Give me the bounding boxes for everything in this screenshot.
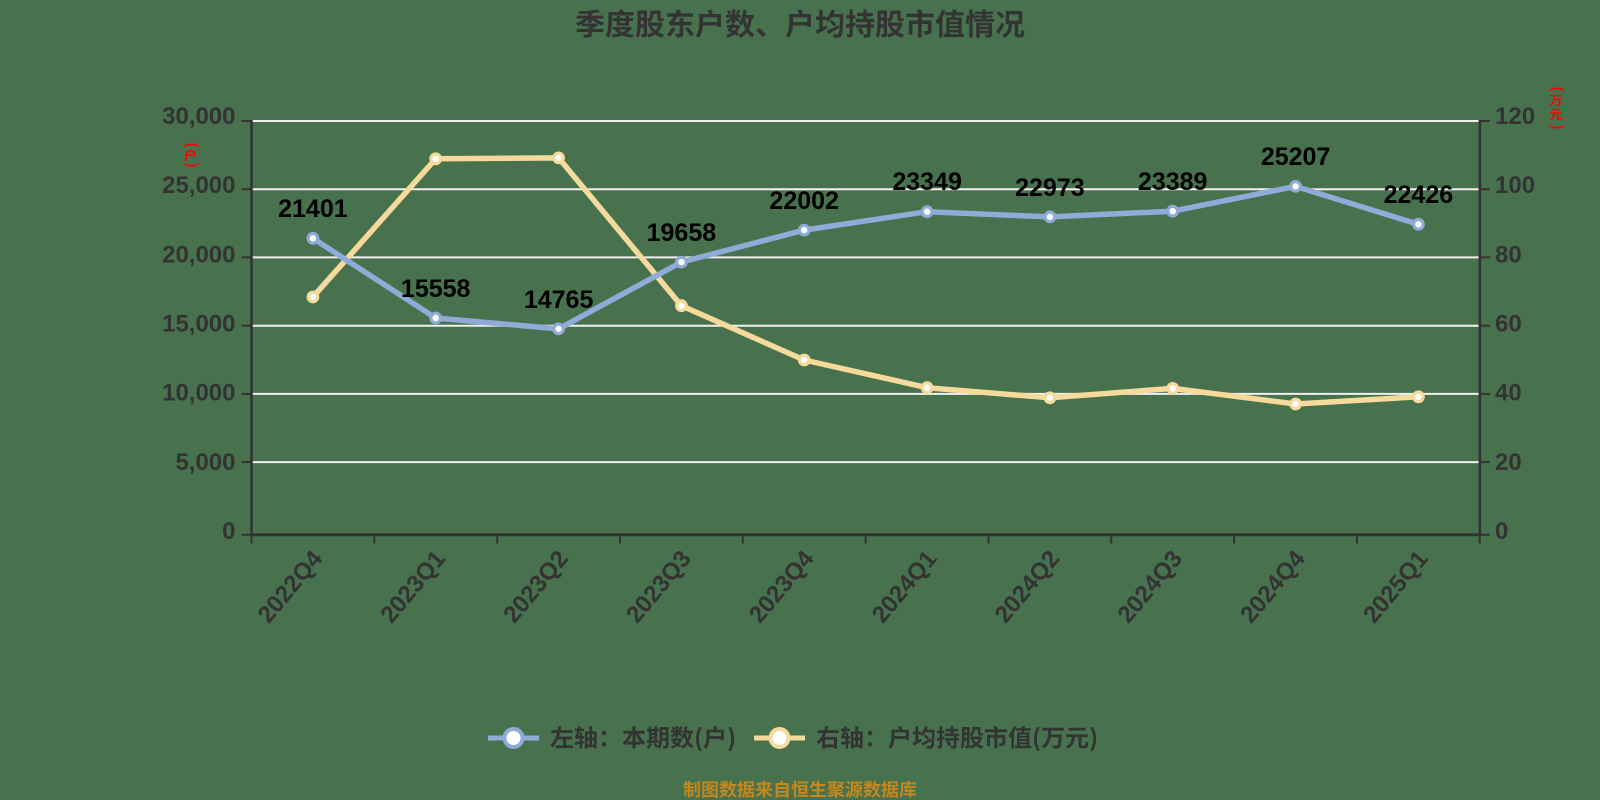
svg-text:30,000: 30,000: [162, 103, 235, 130]
svg-text:10,000: 10,000: [162, 380, 235, 407]
svg-text:20: 20: [1495, 449, 1522, 476]
svg-text:23349: 23349: [892, 168, 962, 196]
svg-text:80: 80: [1495, 241, 1522, 268]
svg-text:23389: 23389: [1138, 168, 1208, 196]
svg-text:19658: 19658: [647, 219, 717, 247]
svg-text:15,000: 15,000: [162, 311, 235, 338]
svg-text:5,000: 5,000: [175, 449, 235, 476]
svg-text:22973: 22973: [1015, 174, 1085, 202]
svg-text:20,000: 20,000: [162, 241, 235, 268]
svg-text:100: 100: [1495, 172, 1535, 199]
svg-text:22002: 22002: [769, 187, 839, 215]
svg-text:60: 60: [1495, 311, 1522, 338]
svg-text:25,000: 25,000: [162, 172, 235, 199]
svg-text:21401: 21401: [278, 195, 348, 223]
svg-text:25207: 25207: [1261, 143, 1331, 171]
svg-text:40: 40: [1495, 380, 1522, 407]
svg-text:14765: 14765: [524, 286, 594, 314]
svg-text:15558: 15558: [401, 275, 471, 303]
svg-text:120: 120: [1495, 103, 1535, 130]
svg-text:0: 0: [222, 518, 235, 545]
svg-text:0: 0: [1495, 518, 1508, 545]
svg-text:22426: 22426: [1384, 181, 1454, 209]
